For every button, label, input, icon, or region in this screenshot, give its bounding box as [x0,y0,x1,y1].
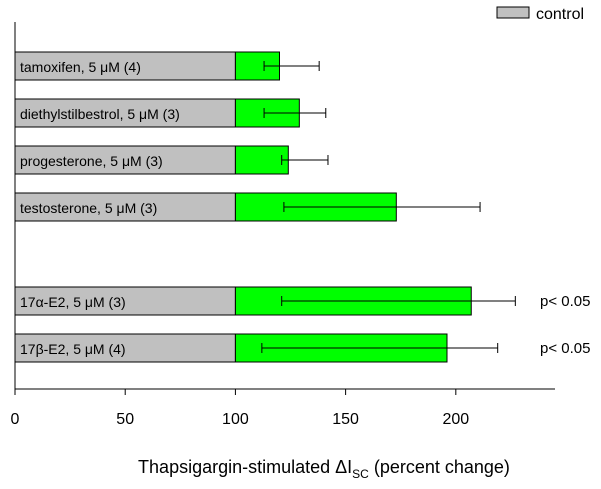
x-tick-label: 150 [332,411,359,428]
x-axis-label-suffix: (percent change) [369,457,510,477]
bar-group: 17α-E2, 5 μM (3) p< 0.05 [14,286,590,316]
bar-label: progesterone, 5 μM (3) [20,153,163,169]
x-tick-label: 100 [222,411,249,428]
legend: control [496,6,584,23]
treatment-bar [234,145,289,175]
bar-group: 17β-E2, 5 μM (4) p< 0.05 [14,333,590,363]
significance-annotation: p< 0.05 [540,293,590,310]
x-tick-label: 0 [11,411,20,428]
x-tick-label: 200 [442,411,469,428]
bar-label: tamoxifen, 5 μM (4) [20,59,141,75]
control-bar [14,51,236,81]
x-tick-label: 50 [116,411,134,428]
bar-label: 17α-E2, 5 μM (3) [20,294,126,310]
control-bar [14,98,236,128]
control-bar [14,192,236,222]
significance-annotation: p< 0.05 [540,340,590,357]
bar-label: testosterone, 5 μM (3) [20,200,157,216]
x-axis-label-main: Thapsigargin-stimulated ΔI [138,457,352,477]
control-bar [14,145,236,175]
bar-group: progesterone, 5 μM (3) [14,145,329,175]
x-axis-label-subscript: SC [352,467,369,481]
legend-label-control: control [536,6,584,23]
bar-label: diethylstilbestrol, 5 μM (3) [20,106,180,122]
bar-label: 17β-E2, 5 μM (4) [20,341,126,357]
legend-swatch-control [496,6,530,19]
bar-group: tamoxifen, 5 μM (4) [14,51,320,81]
x-axis-label: Thapsigargin-stimulated ΔISC (percent ch… [138,457,510,481]
bar-group: diethylstilbestrol, 5 μM (3) [14,98,327,128]
bar-group: testosterone, 5 μM (3) [14,192,481,222]
